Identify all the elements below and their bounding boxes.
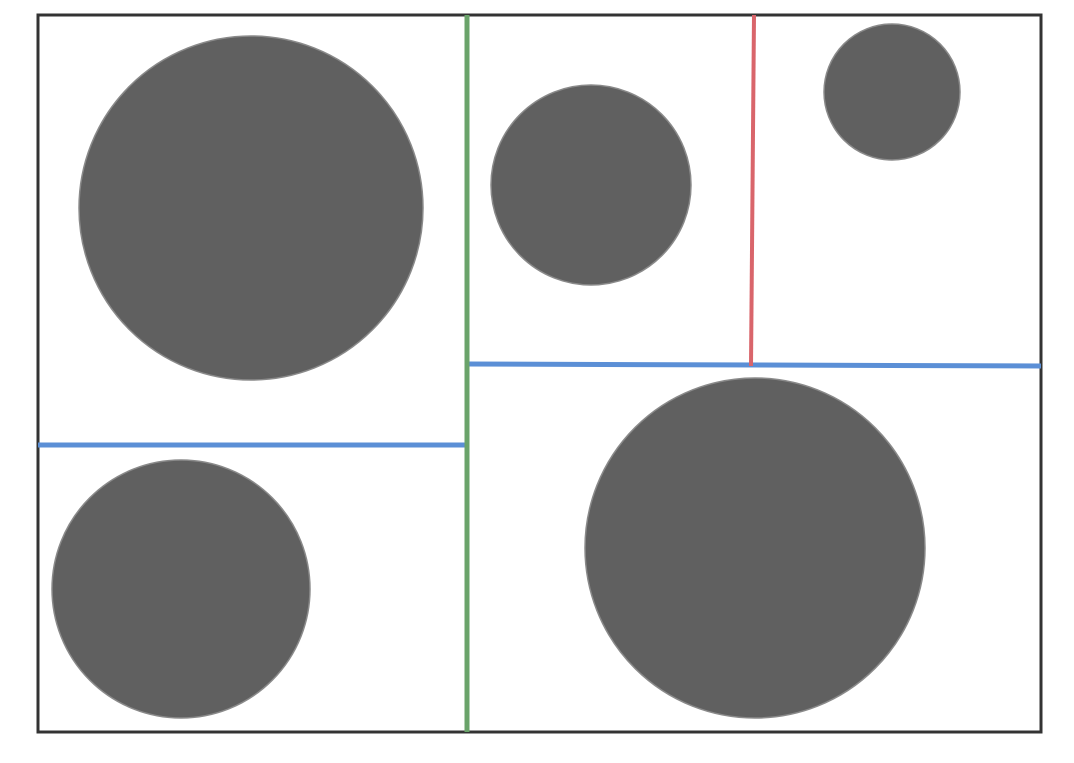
circle-bottom-left — [51, 459, 311, 719]
circle-top-right — [823, 23, 961, 161]
circle-top-middle — [490, 84, 692, 286]
circle-large-top-left — [78, 35, 424, 381]
vertical-split-secondary — [749, 14, 756, 367]
horizontal-split-right — [466, 361, 1042, 369]
circle-large-bottom-right — [584, 377, 926, 719]
